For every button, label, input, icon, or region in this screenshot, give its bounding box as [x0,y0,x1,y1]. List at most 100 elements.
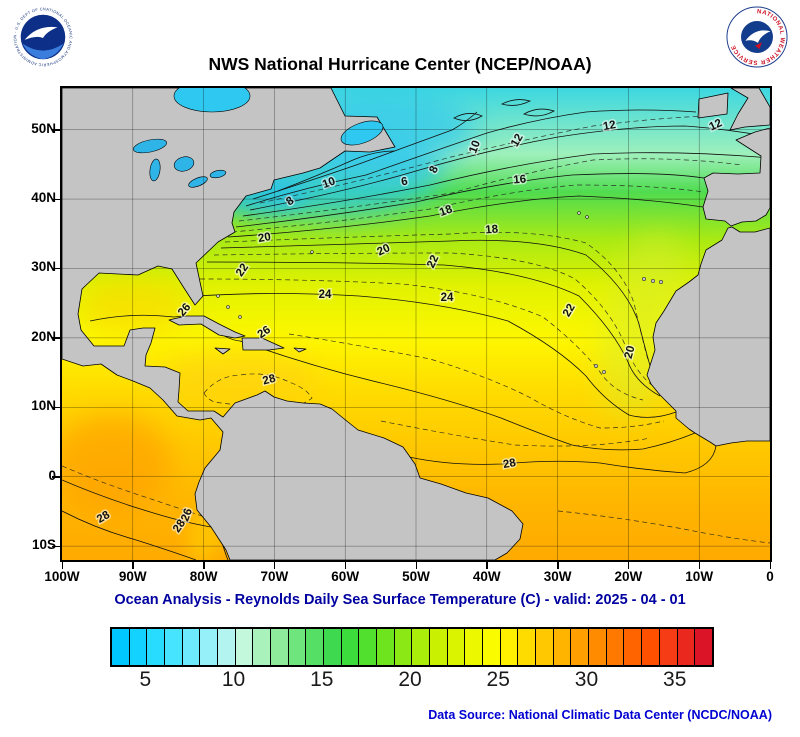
x-axis-tick [698,562,701,569]
nws-swoosh-icon [745,30,771,43]
x-axis-tick-label: 70W [260,569,289,584]
x-axis-tick [557,562,559,569]
map-caption: Ocean Analysis - Reynolds Daily Sea Surf… [114,592,686,608]
land-ireland [697,92,729,119]
y-axis-tick [52,545,60,548]
y-axis-tick-label: 20N [31,328,56,344]
contour-label: 28 [502,457,517,471]
land-africa [646,226,770,447]
colorbar-cell [306,629,325,665]
y-axis-tick [52,129,60,131]
x-axis-tick [415,562,417,569]
hudson-bay [173,88,251,113]
land-puerto-rico [293,347,307,353]
contour-label: 16 [513,173,527,186]
colorbar-cell [695,629,712,665]
colorbar-cell [606,629,625,665]
colorbar-cell [359,629,378,665]
colorbar-cell [271,629,289,665]
y-axis-tick-label: 10N [31,398,56,414]
grid-lines [62,88,770,560]
contour-label: 28 [261,372,277,387]
land-masses [62,88,770,560]
x-axis-tick [61,562,63,569]
contour-label: 24 [319,289,332,301]
contour-lines-dashed [62,115,770,544]
colorbar-cell [112,629,130,665]
x-axis-tick [203,562,205,569]
gulf-of-st-lawrence [340,120,384,146]
y-axis-tick [52,406,60,409]
x-axis-tick [273,562,276,569]
contour-label: 20 [623,344,638,359]
colorbar-cell [589,629,607,665]
colorbar-tick-label: 10 [221,668,246,691]
x-axis-tick-label: 60W [331,569,360,584]
x-axis-tick-label: 20W [614,569,643,584]
x-axis-tick-label: 40W [472,569,501,584]
colorbar-cell [288,629,307,665]
x-axis-tick [627,562,630,569]
colorbar-cell [447,629,466,665]
contour-label: 18 [485,223,499,236]
x-axis-tick-label: 10W [685,569,714,584]
land-britain [729,88,770,131]
noaa-seagull-icon [24,26,58,40]
lake-ontario [209,169,227,179]
colorbar-cell [412,629,431,665]
colorbar-cell [571,629,590,665]
islands [216,211,664,374]
inland-water [133,88,384,188]
lake-superior [133,138,167,154]
colorbar-cell [235,629,254,665]
noaa-sea-icon [22,43,64,60]
y-axis-tick-label: 10S [31,537,56,553]
contour-label: 6 [400,176,408,189]
colorbar-cell [624,629,643,665]
colorbar-cell [553,629,572,665]
colorbar-tick-label: 20 [398,668,422,691]
colorbar-tick-label: 25 [486,668,510,691]
nws-bolt-icon [755,42,762,50]
y-axis-tick [52,476,60,478]
data-source-text: Data Source: National Climatic Data Cent… [428,708,772,722]
x-axis-tick-label: 80W [189,569,218,584]
x-axis-tick-label: 50W [402,569,430,584]
colorbar-cell [642,629,660,665]
colorbar-cell [341,629,360,665]
x-axis-tick-label: 100W [44,569,80,584]
nws-logo: NATIONAL WEATHER SERVICE [726,6,788,68]
y-axis-tick [52,267,60,270]
colorbar-tick-labels: 5 10 15 20 25 30 35 [110,668,710,694]
x-axis-tick [344,562,347,569]
x-axis-tick [486,562,488,569]
colorbar-cell [165,629,183,665]
lake-michigan [149,158,161,182]
x-axis-tick-label: 90W [118,569,147,584]
land-cuba [168,315,246,339]
colorbar-cell [430,629,448,665]
y-axis-tick-label: 50N [31,120,56,136]
colorbar-cell [518,629,537,665]
colorbar-tick-label: 35 [663,668,687,691]
colorbar-tick-label: 30 [574,668,599,691]
colorbar-cell [536,629,554,665]
colorbar-cell [659,629,678,665]
contour-label: 12 [602,119,617,133]
y-axis-tick-label: 30N [31,259,56,275]
colorbar-tick-label: 5 [139,668,152,691]
y-axis-tick [52,198,60,201]
x-axis-tick-label: 0 [766,569,774,584]
contour-label: 20 [257,231,272,245]
land-americas [62,88,524,560]
x-axis-tick [132,562,134,569]
colorbar-cell [465,629,484,665]
colorbar-cell [377,629,395,665]
colorbar-cell [483,629,501,665]
colorbar-tick-label: 15 [310,668,334,691]
colorbar [110,627,714,667]
page-title: NWS National Hurricane Center (NCEP/NOAA… [208,54,592,74]
